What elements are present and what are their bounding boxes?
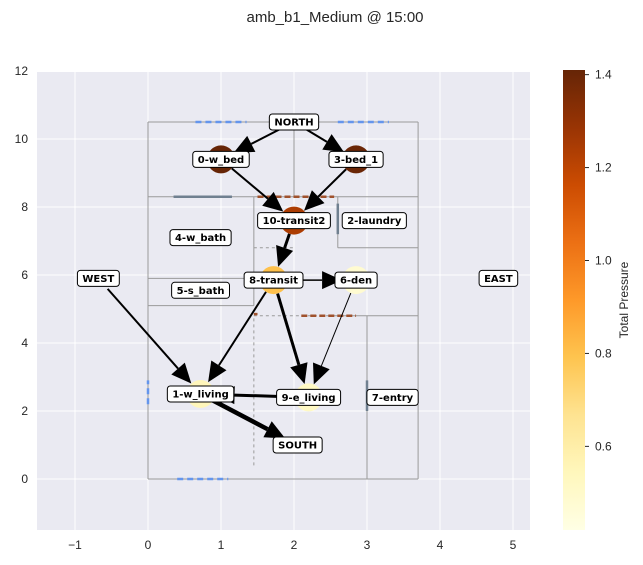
colorbar-tick-label: 0.6 — [595, 439, 612, 453]
edge-line — [283, 233, 291, 249]
node-label-text: NORTH — [274, 118, 313, 129]
x-tick-label: 2 — [291, 538, 298, 552]
node-label-1-w_living: 1-w_living — [166, 385, 235, 403]
colorbar-label: Total Pressure — [617, 261, 631, 338]
node-label-text: 2-laundry — [347, 216, 402, 227]
node-label-0-w_bed: 0-w_bed — [192, 150, 250, 168]
node-label-6-den: 6-den — [334, 271, 378, 289]
edge-line — [320, 292, 352, 367]
colorbar-tick-label: 1.0 — [595, 254, 612, 268]
node-labels: NORTH 0-w_bed 3-bed_1 10-transit2 2-laundry 4… — [76, 113, 519, 454]
edge-arrowhead — [322, 271, 343, 290]
node-label-box — [257, 212, 331, 230]
y-tick-label: 6 — [21, 268, 28, 282]
edge-arrowhead — [262, 191, 284, 212]
x-axis-ticks: −1 0 1 2 3 4 5 — [68, 538, 517, 552]
node-label-text: 3-bed_1 — [334, 155, 378, 166]
node-label-text: 4-w_bath — [175, 233, 226, 244]
y-tick-label: 4 — [21, 336, 28, 350]
node-label-north: NORTH — [268, 113, 320, 131]
node-label-text: 9-e_living — [282, 393, 336, 404]
node-label-east: EAST — [478, 269, 519, 287]
node-label-box — [192, 150, 250, 168]
node-label-text: SOUTH — [278, 441, 317, 452]
node-label-box — [328, 150, 384, 168]
node-label-5-s_bath: 5-s_bath — [171, 281, 230, 299]
node-label-text: 7-entry — [372, 393, 414, 404]
node-label-9-e_living: 9-e_living — [276, 388, 342, 406]
node-label-box — [76, 269, 120, 287]
edge-line — [250, 127, 282, 145]
edge-line — [218, 291, 267, 366]
node-label-box — [276, 388, 342, 406]
colorbar-tick-label: 1.4 — [595, 68, 612, 82]
edge-line — [317, 168, 347, 198]
node-label-box — [478, 269, 519, 287]
x-tick-label: 3 — [364, 538, 371, 552]
colorbar-ticks: 0.6 0.8 1.0 1.2 1.4 — [585, 68, 612, 453]
y-tick-label: 12 — [15, 64, 29, 78]
edge-arrowhead — [171, 362, 192, 384]
plot-area — [37, 72, 530, 530]
y-tick-label: 2 — [21, 404, 28, 418]
edge-arrowhead — [233, 135, 256, 153]
node-label-3-bed_1: 3-bed_1 — [328, 150, 384, 168]
x-tick-label: 1 — [218, 538, 225, 552]
edge-line — [305, 128, 328, 143]
edge-arrowhead — [322, 134, 345, 153]
edge-arrowhead — [313, 362, 330, 385]
node-label-text: EAST — [484, 274, 513, 285]
colorbar — [563, 70, 585, 530]
node-label-box — [169, 229, 232, 247]
node-label-south: SOUTH — [272, 436, 323, 454]
figure-title: amb_b1_Medium @ 15:00 — [247, 9, 424, 26]
node-label-text: 8-transit — [249, 276, 298, 287]
edge-line — [276, 293, 301, 366]
y-tick-label: 0 — [21, 472, 28, 486]
node-label-west: WEST — [76, 269, 120, 287]
node-label-text: 1-w_living — [172, 390, 228, 401]
edge-arrowhead — [263, 421, 286, 439]
edge-arrowhead — [304, 190, 325, 211]
node-label-text: 10-transit2 — [263, 216, 326, 227]
edge-arrowhead — [290, 362, 308, 384]
node-label-box — [341, 212, 407, 230]
node-label-box — [171, 281, 230, 299]
edge-line — [231, 167, 269, 200]
node-label-box — [334, 271, 378, 289]
x-tick-label: −1 — [68, 538, 82, 552]
edge-line — [106, 288, 179, 370]
x-tick-label: 5 — [510, 538, 517, 552]
x-tick-label: 0 — [145, 538, 152, 552]
node-label-7-entry: 7-entry — [366, 388, 419, 406]
node-label-box — [243, 271, 304, 289]
node-label-box — [268, 113, 320, 131]
node-label-2-laundry: 2-laundry — [341, 212, 407, 230]
node-label-box — [166, 385, 235, 403]
y-axis-ticks: 0 2 4 6 8 10 12 — [15, 64, 29, 486]
node-label-text: 6-den — [340, 276, 372, 287]
node-label-text: 0-w_bed — [198, 155, 244, 166]
node-label-text: WEST — [82, 274, 114, 285]
node-label-text: 5-s_bath — [177, 286, 225, 297]
x-tick-label: 4 — [437, 538, 444, 552]
y-tick-label: 10 — [15, 132, 29, 146]
node-label-10-transit2: 10-transit2 — [257, 212, 331, 230]
colorbar-tick-label: 0.8 — [595, 346, 612, 360]
node-label-4-w_bath: 4-w_bath — [169, 229, 232, 247]
y-tick-label: 8 — [21, 200, 28, 214]
colorbar-tick-label: 1.2 — [595, 161, 612, 175]
node-label-8-transit: 8-transit — [243, 271, 304, 289]
flow-edges — [106, 127, 352, 439]
node-label-box — [366, 388, 419, 406]
edge-line — [211, 398, 269, 432]
edge-arrowhead — [276, 245, 294, 267]
edge-arrowhead — [208, 360, 227, 383]
node-label-box — [272, 436, 323, 454]
